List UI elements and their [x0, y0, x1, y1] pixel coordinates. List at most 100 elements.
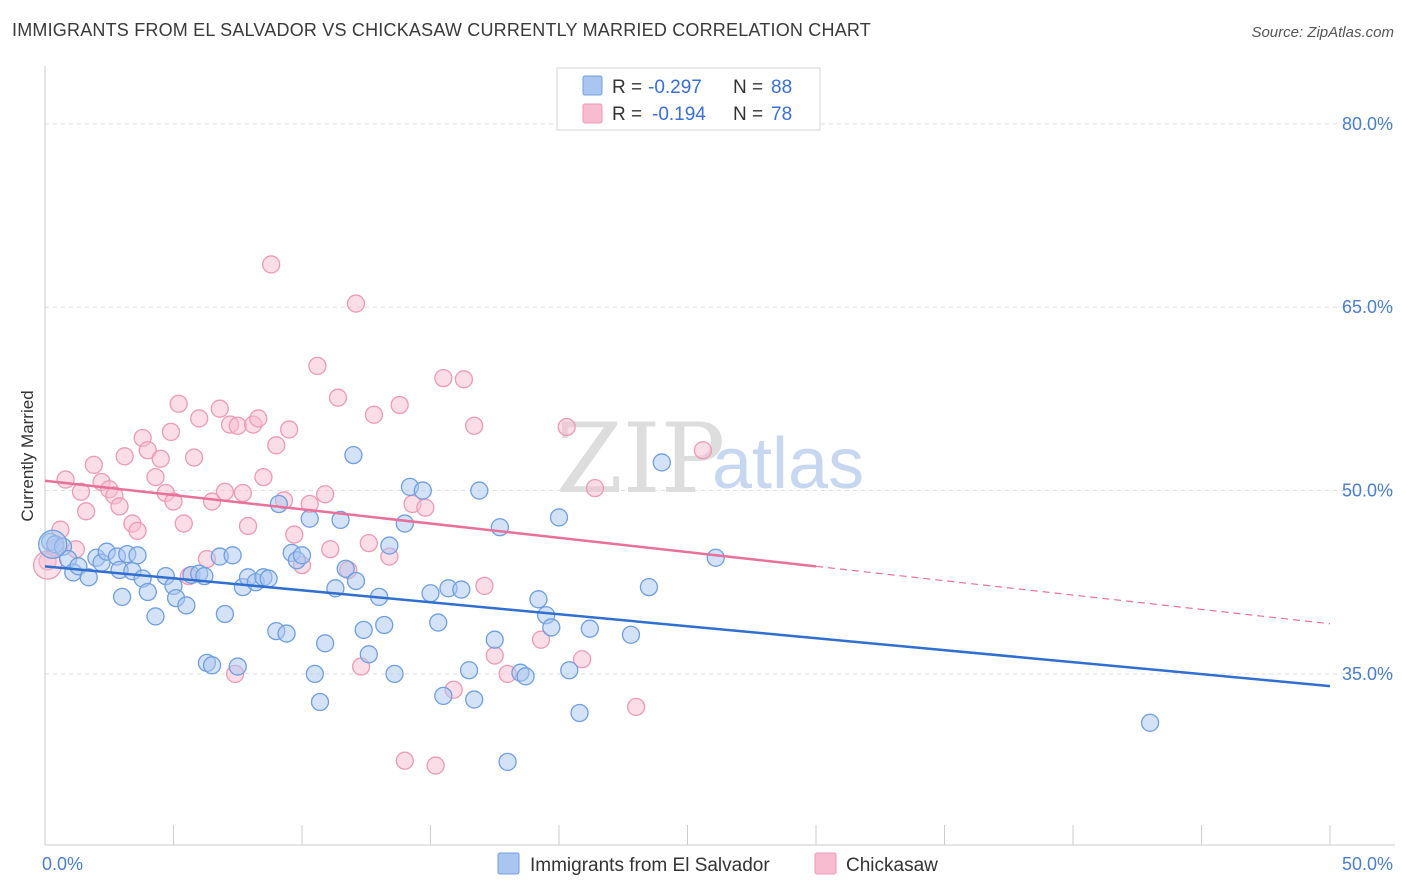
legend-r-value-pink: -0.194 [652, 104, 706, 125]
el-salvador-point [354, 620, 373, 640]
chickasaw-point [321, 540, 340, 559]
chickasaw-point [228, 416, 247, 435]
el-salvador-point [305, 664, 325, 684]
legend-swatch-pink [582, 103, 603, 124]
el-salvador-point [421, 584, 440, 603]
chickasaw-point [164, 492, 183, 511]
chickasaw-point [475, 576, 494, 596]
chickasaw-point [328, 388, 348, 407]
el-salvador-point [223, 546, 242, 565]
el-salvador-point [346, 571, 366, 591]
el-salvador-point [652, 453, 671, 472]
legend-r-value-blue: -0.297 [648, 77, 702, 98]
legend-r-label-pink: R = [612, 104, 642, 125]
el-salvador-point [465, 690, 484, 709]
el-salvador-point [112, 587, 132, 607]
chickasaw-point [190, 409, 209, 428]
el-salvador-point [516, 667, 535, 686]
el-salvador-point [470, 481, 489, 500]
chickasaw-trend-line [44, 479, 817, 568]
source-credit: Source: ZipAtlas.com [1251, 24, 1394, 41]
el-salvador-trend-line [44, 565, 1331, 688]
watermark-atlas: atlas [712, 424, 864, 504]
el-salvador-point [128, 546, 147, 565]
chickasaw-point [308, 356, 327, 376]
chickasaw-point [390, 395, 409, 415]
el-salvador-point [560, 661, 579, 680]
el-salvador-point [529, 590, 548, 609]
el-salvador-point [621, 625, 641, 644]
el-salvador-point [215, 604, 235, 624]
el-salvador-point [359, 645, 378, 664]
chickasaw-point [249, 409, 268, 428]
chickasaw-point [557, 417, 576, 437]
el-salvador-point [315, 634, 335, 653]
legend-bottom-swatch-pink [814, 852, 837, 875]
legend-bottom-label-pink: Chickasaw [846, 855, 938, 876]
chickasaw-point [233, 483, 253, 503]
chickasaw-point [346, 294, 366, 313]
el-salvador-point [459, 661, 479, 680]
chickasaw-point [465, 416, 484, 435]
axes [44, 66, 1395, 846]
el-salvador-point [277, 624, 296, 643]
el-salvador-point [269, 494, 289, 514]
el-salvador-point [452, 580, 471, 599]
chickasaw-point [76, 502, 96, 521]
trend-lines [44, 479, 1331, 688]
legend-n-label-blue: N = [733, 77, 763, 98]
el-salvador-point [331, 510, 350, 530]
el-salvador-point [434, 686, 453, 706]
el-salvador-point [79, 568, 98, 587]
el-salvador-point [380, 536, 399, 555]
el-salvador-point [138, 582, 157, 602]
chickasaw-point [572, 650, 592, 669]
el-salvador-point [375, 615, 394, 635]
chickasaw-point [169, 394, 188, 413]
legend-bottom-swatch-blue [497, 852, 520, 875]
el-salvador-point [344, 445, 363, 465]
chickasaw-trend-extension [815, 565, 1331, 625]
chickasaw-point [84, 455, 103, 475]
chickasaw-point [364, 405, 384, 424]
chickasaw-point [285, 525, 304, 544]
chickasaw-point [238, 516, 258, 536]
chickasaw-point [395, 751, 414, 770]
chickasaw-point [693, 441, 713, 460]
x-tick-label: 50.0% [1342, 854, 1393, 874]
el-salvador-point [38, 529, 68, 559]
chickasaw-points [32, 255, 713, 775]
el-salvador-point [549, 508, 569, 527]
chickasaw-point [454, 370, 474, 389]
el-salvador-point [146, 607, 165, 626]
el-salvador-point [542, 618, 561, 637]
x-tick-label: 0.0% [42, 854, 83, 874]
chickasaw-point [215, 482, 235, 501]
el-salvador-point [259, 569, 278, 588]
el-salvador-point [228, 657, 247, 676]
watermark: ZIP atlas [556, 403, 864, 515]
chickasaw-point [110, 497, 129, 516]
chickasaw-point [115, 447, 134, 466]
chickasaw-point [626, 697, 646, 717]
chickasaw-point [56, 470, 75, 489]
el-salvador-point [177, 596, 196, 615]
legend-swatch-blue [582, 75, 603, 96]
el-salvador-point [395, 514, 414, 533]
chickasaw-point [485, 646, 504, 665]
el-salvador-point [292, 546, 312, 565]
y-axis-title: Currently Married [18, 390, 37, 521]
el-salvador-point [485, 630, 504, 649]
el-salvador-points [38, 445, 1160, 772]
chickasaw-point [174, 514, 193, 533]
el-salvador-point [202, 656, 222, 675]
el-salvador-point [336, 559, 355, 578]
chickasaw-point [151, 449, 170, 468]
el-salvador-point [310, 692, 330, 712]
chickasaw-point [267, 436, 286, 455]
stats-legend: R = -0.297 N = 88 R = -0.194 N = 78 [556, 67, 821, 131]
watermark-zip: ZIP [556, 403, 725, 515]
chickasaw-point [262, 255, 281, 274]
y-tick-label: 50.0% [1342, 481, 1393, 501]
el-salvador-point [385, 664, 404, 684]
